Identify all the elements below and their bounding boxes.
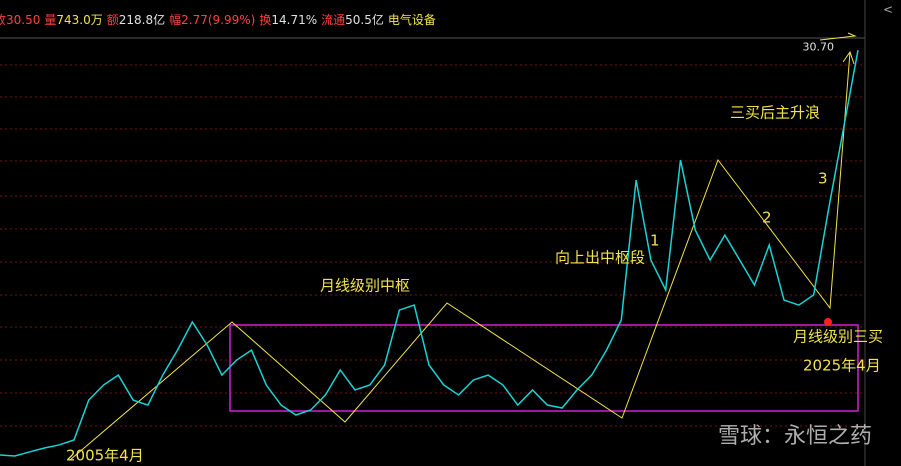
header-label: 额 [107, 13, 119, 27]
annotation: 2005年4月 [66, 447, 144, 465]
buy-point [824, 318, 832, 326]
header-value: 743.0万 [56, 13, 102, 27]
header-value: 30.50 [6, 13, 40, 27]
annotation: 2025年4月 [803, 357, 881, 375]
annotation: 月线级别三买 [793, 328, 883, 346]
watermark: 雪球：永恒之药 [718, 424, 872, 449]
header-value: 218.8亿 [119, 12, 165, 27]
high-label: 30.70 [803, 40, 835, 53]
header-value: 50.5亿 [345, 12, 384, 27]
header-label: 量 [44, 13, 56, 27]
grid [0, 64, 865, 427]
annotation: 三买后主升浪 [730, 104, 820, 122]
header: 收30.50 量743.0万 额218.8亿 幅2.77(9.99%) 换14.71% 流… [0, 12, 436, 27]
header-label: 幅 [169, 12, 181, 27]
header-value: 2.77(9.99%) [181, 13, 255, 27]
header-value: 14.71% [271, 13, 317, 27]
annotation: 2 [762, 209, 772, 227]
price-line [0, 50, 859, 457]
header-value: 电气设备 [388, 12, 436, 27]
header-label: 换 [259, 13, 271, 27]
pivot-box [229, 324, 859, 412]
nav-icon[interactable]: < [883, 3, 893, 17]
annotation: 月线级别中枢 [320, 277, 410, 295]
annotation: 向上出中枢段 [555, 249, 645, 267]
trend-lines [69, 32, 857, 461]
header-label: 收 [0, 13, 6, 27]
annotation: 3 [818, 170, 828, 188]
header-label: 流通 [321, 13, 345, 27]
annotation: 1 [650, 232, 660, 250]
